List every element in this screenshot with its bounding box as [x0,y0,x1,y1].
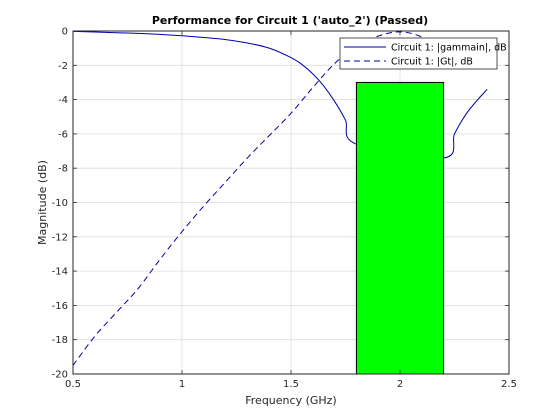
legend-label-gammain: Circuit 1: |gammain|, dB [391,43,507,54]
y-ticks: 0 -2 -4 -6 -8 -10 -12 -14 -16 -18 -20 [52,27,509,381]
y-tick-label: -6 [58,129,68,140]
y-tick-label: -10 [52,198,68,209]
spec-bar [355,81,445,375]
x-axis-label: Frequency (GHz) [245,394,336,407]
legend-box [339,37,498,70]
x-tick-label: 0.5 [65,379,81,390]
y-tick-label: -2 [58,61,68,72]
x-tick-label: 2.5 [501,379,517,390]
legend-label-gt: Circuit 1: |Gt|, dB [391,57,473,68]
chart-title: Performance for Circuit 1 ('auto_2') (Pa… [152,14,428,27]
y-tick-label: -18 [52,335,68,346]
y-tick-label: 0 [62,27,68,38]
x-tick-label: 1.5 [283,379,299,390]
y-tick-label: -8 [58,164,68,175]
y-tick-label: -4 [58,95,68,106]
series-line-gammain [72,30,488,159]
legend: Circuit 1: |gammain|, dB Circuit 1: |Gt|… [339,37,507,70]
y-tick-label: -16 [52,301,68,312]
x-tick-label: 1 [179,379,185,390]
y-tick-label: -14 [52,267,68,278]
x-tick-label: 2 [397,379,403,390]
series-layer [72,30,488,375]
y-tick-label: -12 [52,232,68,243]
y-tick-label: -20 [52,370,68,381]
series-line-gt [72,31,444,366]
y-axis-label: Magnitude (dB) [36,160,49,245]
x-ticks: 0.5 1 1.5 2 2.5 [65,31,517,390]
